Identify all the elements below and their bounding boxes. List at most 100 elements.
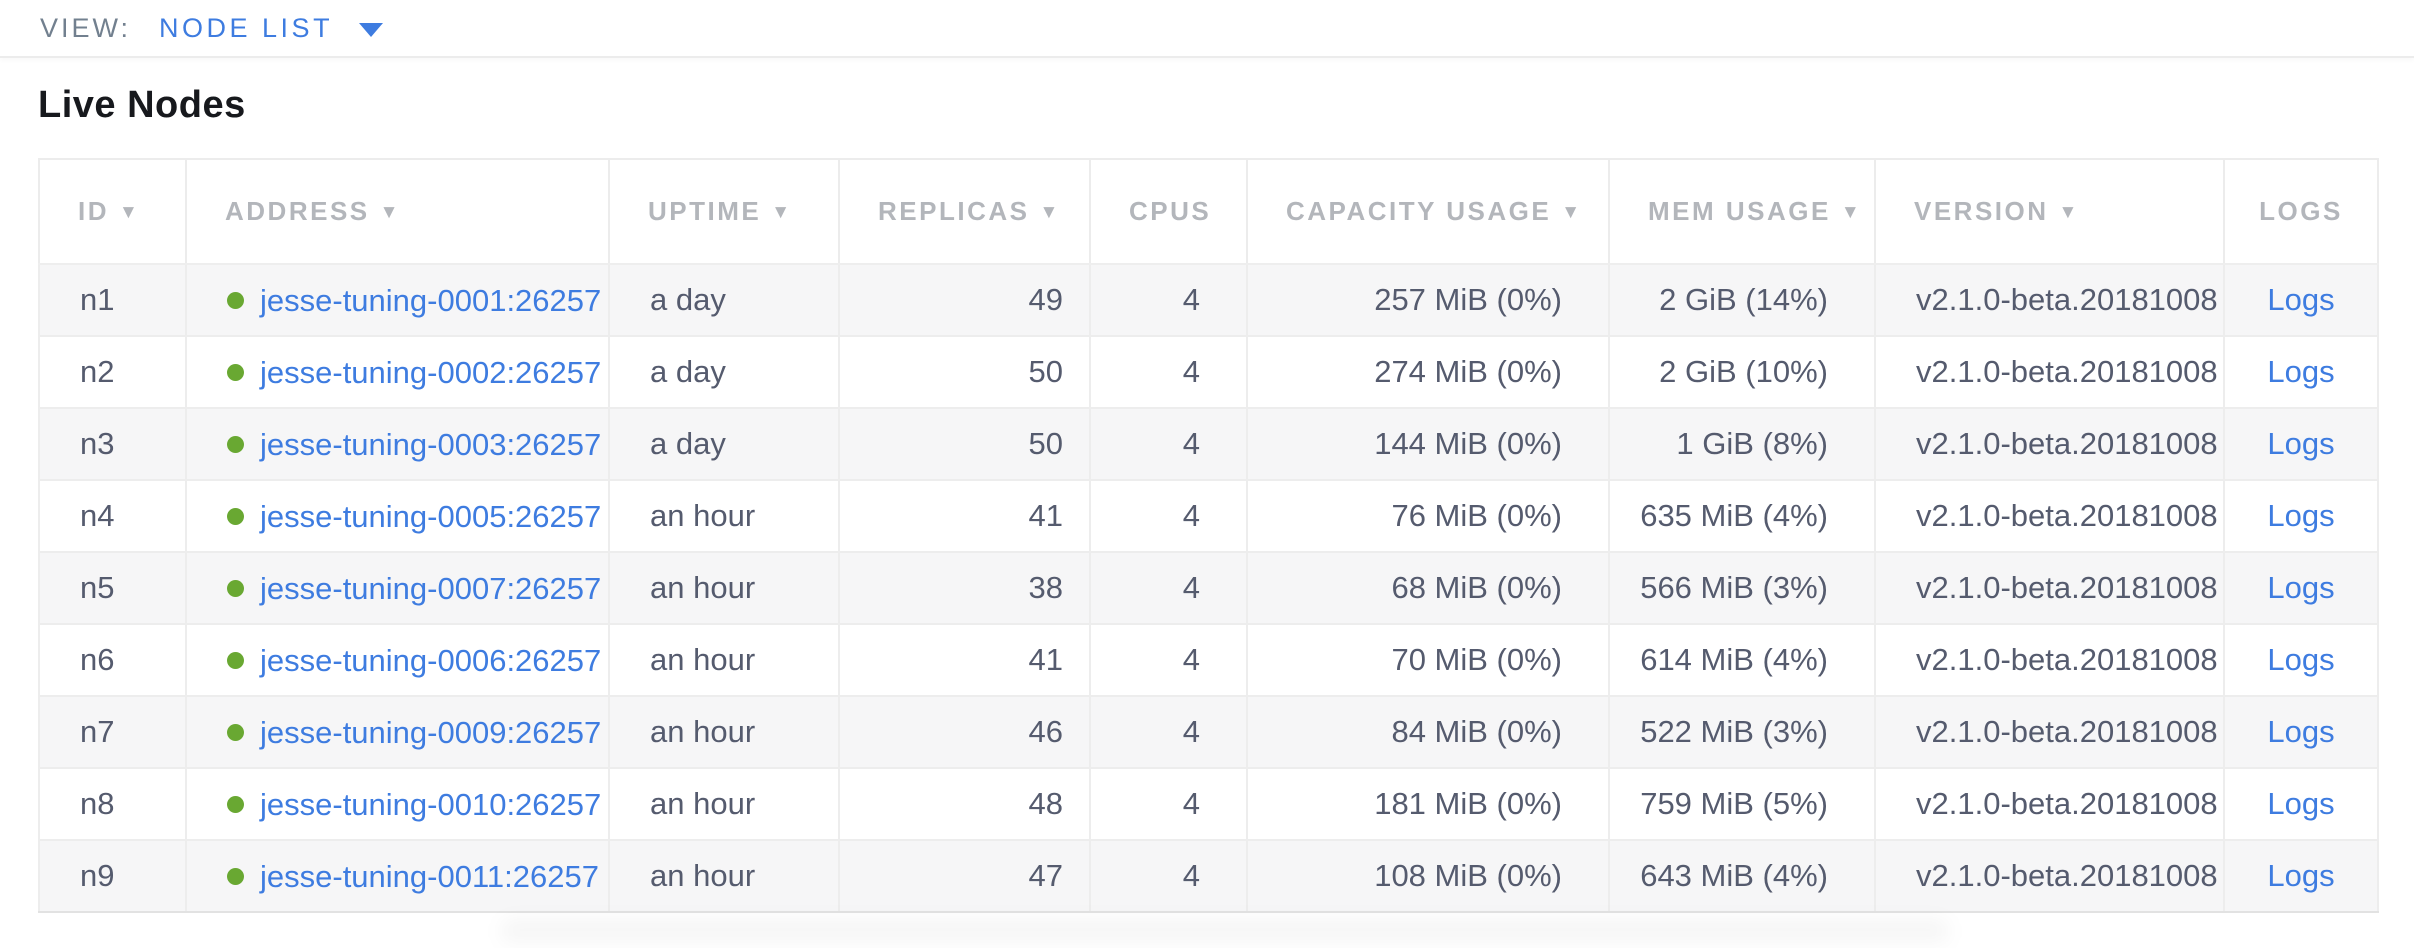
capacity-usage-cell-value: 274 MiB (0%) bbox=[1374, 354, 1562, 389]
node-logs-link[interactable]: Logs bbox=[2267, 354, 2335, 389]
version-cell-value: v2.1.0-beta.20181008 bbox=[1916, 282, 2218, 317]
node-logs-link[interactable]: Logs bbox=[2267, 786, 2335, 821]
column-header-uptime[interactable]: UPTIME ▼ bbox=[608, 158, 840, 265]
mem-usage-cell-value: 759 MiB (5%) bbox=[1640, 786, 1828, 821]
node-id-cell: n9 bbox=[38, 839, 187, 913]
cpus-cell: 4 bbox=[1089, 767, 1248, 841]
uptime-cell: an hour bbox=[608, 695, 840, 769]
sort-descending-icon: ▼ bbox=[771, 202, 793, 223]
uptime-cell-value: an hour bbox=[650, 786, 756, 821]
logs-cell: Logs bbox=[2223, 335, 2379, 409]
node-logs-link[interactable]: Logs bbox=[2267, 858, 2335, 893]
column-header-label: CPUS bbox=[1129, 196, 1212, 226]
node-logs-link[interactable]: Logs bbox=[2267, 714, 2335, 749]
uptime-cell-value: an hour bbox=[650, 498, 756, 533]
node-logs-link[interactable]: Logs bbox=[2267, 642, 2335, 677]
node-address-link[interactable]: jesse-tuning-0011:26257 bbox=[260, 858, 599, 894]
node-live-status-icon bbox=[227, 292, 244, 310]
mem-usage-cell: 635 MiB (4%) bbox=[1608, 479, 1876, 553]
sort-descending-icon: ▼ bbox=[1840, 202, 1863, 223]
node-address-link[interactable]: jesse-tuning-0007:26257 bbox=[260, 570, 602, 606]
capacity-usage-cell: 181 MiB (0%) bbox=[1246, 767, 1610, 841]
node-logs-link[interactable]: Logs bbox=[2267, 570, 2335, 605]
address-wrap: jesse-tuning-0010:26257 bbox=[227, 787, 601, 823]
mem-usage-cell: 522 MiB (3%) bbox=[1608, 695, 1876, 769]
version-cell-value: v2.1.0-beta.20181008 bbox=[1916, 642, 2218, 677]
capacity-usage-cell: 274 MiB (0%) bbox=[1246, 335, 1610, 409]
version-cell: v2.1.0-beta.20181008 bbox=[1874, 263, 2225, 337]
node-logs-link[interactable]: Logs bbox=[2267, 426, 2335, 461]
address-cell: jesse-tuning-0010:26257 bbox=[185, 767, 610, 841]
node-live-status-icon bbox=[227, 724, 244, 742]
sort-descending-icon: ▼ bbox=[119, 202, 141, 223]
node-address-link[interactable]: jesse-tuning-0001:26257 bbox=[260, 282, 602, 318]
node-id-cell-value: n3 bbox=[80, 426, 115, 461]
version-cell-value: v2.1.0-beta.20181008 bbox=[1916, 714, 2218, 749]
column-header-replicas[interactable]: REPLICAS ▼ bbox=[838, 158, 1091, 265]
replicas-cell: 46 bbox=[838, 695, 1091, 769]
logs-cell: Logs bbox=[2223, 623, 2379, 697]
mem-usage-cell-value: 566 MiB (3%) bbox=[1640, 570, 1828, 605]
column-header-capacity-usage[interactable]: CAPACITY USAGE ▼ bbox=[1246, 158, 1610, 265]
uptime-cell-value: a day bbox=[650, 282, 726, 317]
uptime-cell: an hour bbox=[608, 767, 840, 841]
node-id-cell: n3 bbox=[38, 407, 187, 481]
cpus-cell-value: 4 bbox=[1182, 426, 1200, 461]
version-cell: v2.1.0-beta.20181008 bbox=[1874, 839, 2225, 913]
table-header-row: ID ▼ ADDRESS ▼ UPTIME ▼ REPLICAS ▼ CPUS CAPACITY … bbox=[38, 158, 2379, 265]
node-address-link[interactable]: jesse-tuning-0002:26257 bbox=[260, 354, 602, 390]
replicas-cell: 50 bbox=[838, 335, 1091, 409]
uptime-cell: a day bbox=[608, 335, 840, 409]
version-cell: v2.1.0-beta.20181008 bbox=[1874, 479, 2225, 553]
cpus-cell-value: 4 bbox=[1182, 282, 1200, 317]
logs-cell: Logs bbox=[2223, 263, 2379, 337]
address-cell: jesse-tuning-0005:26257 bbox=[185, 479, 610, 553]
replicas-cell: 48 bbox=[838, 767, 1091, 841]
table-body: n1 jesse-tuning-0001:26257 a day 49 4 257 MiB… bbox=[38, 263, 2379, 913]
address-wrap: jesse-tuning-0005:26257 bbox=[227, 499, 601, 535]
cpus-cell-value: 4 bbox=[1182, 786, 1200, 821]
logs-cell: Logs bbox=[2223, 839, 2379, 913]
table-row: n1 jesse-tuning-0001:26257 a day 49 4 257 MiB… bbox=[38, 263, 2379, 337]
address-cell: jesse-tuning-0007:26257 bbox=[185, 551, 610, 625]
chevron-down-icon bbox=[359, 22, 384, 37]
node-id-cell: n8 bbox=[38, 767, 187, 841]
below-fold-shadow bbox=[500, 920, 1950, 946]
column-header-version[interactable]: VERSION ▼ bbox=[1874, 158, 2225, 265]
node-address-link[interactable]: jesse-tuning-0010:26257 bbox=[260, 786, 602, 822]
column-header-address[interactable]: ADDRESS ▼ bbox=[185, 158, 610, 265]
table-row: n6 jesse-tuning-0006:26257 an hour 41 4 70 Mi… bbox=[38, 623, 2379, 697]
logs-cell: Logs bbox=[2223, 767, 2379, 841]
cpus-cell: 4 bbox=[1089, 695, 1248, 769]
column-header-mem-usage[interactable]: MEM USAGE ▼ bbox=[1608, 158, 1876, 265]
replicas-cell-value: 49 bbox=[1028, 282, 1063, 317]
address-wrap: jesse-tuning-0007:26257 bbox=[227, 571, 601, 607]
version-cell: v2.1.0-beta.20181008 bbox=[1874, 407, 2225, 481]
logs-cell: Logs bbox=[2223, 479, 2379, 553]
view-selector-dropdown[interactable]: NODE LIST bbox=[159, 13, 384, 44]
address-wrap: jesse-tuning-0003:26257 bbox=[227, 427, 601, 463]
table-row: n7 jesse-tuning-0009:26257 an hour 46 4 84 Mi… bbox=[38, 695, 2379, 769]
table-row: n4 jesse-tuning-0005:26257 an hour 41 4 76 Mi… bbox=[38, 479, 2379, 553]
node-live-status-icon bbox=[227, 796, 244, 814]
replicas-cell: 38 bbox=[838, 551, 1091, 625]
node-id-cell-value: n2 bbox=[80, 354, 115, 389]
table-header: ID ▼ ADDRESS ▼ UPTIME ▼ REPLICAS ▼ CPUS CAPACITY … bbox=[38, 158, 2379, 265]
node-address-link[interactable]: jesse-tuning-0005:26257 bbox=[260, 498, 602, 534]
mem-usage-cell: 643 MiB (4%) bbox=[1608, 839, 1876, 913]
replicas-cell-value: 47 bbox=[1028, 858, 1063, 893]
node-address-link[interactable]: jesse-tuning-0003:26257 bbox=[260, 426, 602, 462]
cpus-cell: 4 bbox=[1089, 623, 1248, 697]
node-address-link[interactable]: jesse-tuning-0006:26257 bbox=[260, 642, 602, 678]
version-cell-value: v2.1.0-beta.20181008 bbox=[1916, 570, 2218, 605]
version-cell-value: v2.1.0-beta.20181008 bbox=[1916, 786, 2218, 821]
node-id-cell: n2 bbox=[38, 335, 187, 409]
node-address-link[interactable]: jesse-tuning-0009:26257 bbox=[260, 714, 602, 750]
page-title: Live Nodes bbox=[38, 84, 246, 126]
node-logs-link[interactable]: Logs bbox=[2267, 282, 2335, 317]
version-cell: v2.1.0-beta.20181008 bbox=[1874, 551, 2225, 625]
column-header-id[interactable]: ID ▼ bbox=[38, 158, 187, 265]
uptime-cell: an hour bbox=[608, 551, 840, 625]
node-logs-link[interactable]: Logs bbox=[2267, 498, 2335, 533]
column-header-cpus: CPUS bbox=[1089, 158, 1248, 265]
